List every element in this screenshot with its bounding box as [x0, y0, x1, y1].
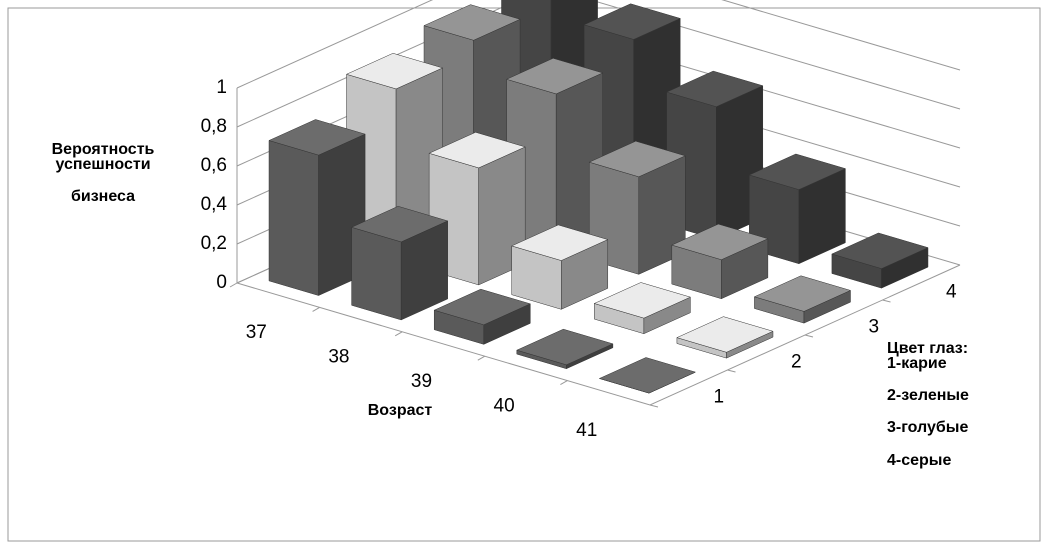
- x-tick-label: 38: [328, 347, 349, 368]
- legend-item: 3-голубые: [887, 419, 968, 436]
- x-tick: [394, 331, 403, 337]
- bar: [831, 232, 929, 289]
- z-tick-label: 3: [868, 317, 879, 338]
- legend-item: 1-карие: [887, 355, 947, 372]
- bar: [350, 206, 449, 321]
- bar-top: [350, 206, 449, 243]
- x-tick: [560, 380, 568, 386]
- x-tick-label: 40: [494, 395, 515, 416]
- bar: [593, 282, 692, 335]
- x-tick-label: 39: [411, 371, 432, 392]
- bar-top: [428, 132, 526, 169]
- bar: [268, 119, 366, 296]
- bar: [671, 223, 769, 300]
- y-tick-label: 0: [216, 272, 227, 293]
- bar-top: [345, 53, 444, 90]
- legend-item: 2-зеленые: [887, 387, 969, 404]
- bar-top: [433, 288, 531, 326]
- x-tick: [229, 282, 238, 288]
- z-tick: [649, 404, 659, 408]
- bar-top: [753, 275, 852, 312]
- x-tick-label: 37: [246, 322, 267, 343]
- z-tick: [882, 299, 891, 303]
- bar-top: [516, 328, 614, 366]
- y-tick-label: 0,2: [201, 233, 227, 254]
- y-tick-label: 0,8: [201, 116, 227, 137]
- x-tick-label: 41: [576, 420, 597, 441]
- bar: [598, 357, 697, 394]
- y-axis-title: Вероятность: [52, 141, 155, 158]
- y-axis-title: успешности: [55, 156, 150, 173]
- bar: [516, 328, 614, 370]
- y-tick-label: 0,6: [201, 155, 227, 176]
- legend-title: Цвет глаз:: [887, 340, 968, 357]
- grid-line: [236, 0, 961, 89]
- z-tick-label: 4: [946, 282, 957, 303]
- bar-top: [666, 70, 764, 107]
- bar-top: [511, 224, 609, 261]
- y-axis-title: бизнеса: [71, 188, 135, 205]
- y-tick-label: 1: [216, 77, 227, 98]
- bar-top: [268, 119, 366, 156]
- bar: [433, 288, 531, 345]
- bar-top: [748, 153, 847, 190]
- bar-top: [423, 4, 521, 41]
- bar-front: [268, 140, 319, 296]
- x-axis-title: Возраст: [368, 402, 433, 419]
- bar-top: [505, 58, 604, 95]
- z-tick: [727, 369, 736, 373]
- bar-top: [598, 357, 697, 394]
- grid-line: [236, 0, 961, 128]
- bar-front: [351, 226, 402, 321]
- bar-top: [676, 316, 774, 353]
- bar-top: [831, 232, 929, 269]
- bar-top: [671, 223, 769, 260]
- z-tick: [804, 334, 814, 338]
- bar: [511, 224, 609, 310]
- bar-top: [593, 282, 692, 319]
- x-tick: [312, 306, 320, 312]
- bar: [753, 275, 852, 324]
- bar-top: [583, 3, 681, 40]
- z-tick-label: 2: [791, 352, 802, 373]
- bar: [676, 316, 774, 359]
- z-tick-label: 1: [713, 387, 724, 408]
- y-tick-label: 0,4: [201, 194, 228, 215]
- x-tick: [477, 355, 486, 361]
- legend-item: 4-серые: [887, 452, 951, 469]
- bar-top: [588, 140, 686, 178]
